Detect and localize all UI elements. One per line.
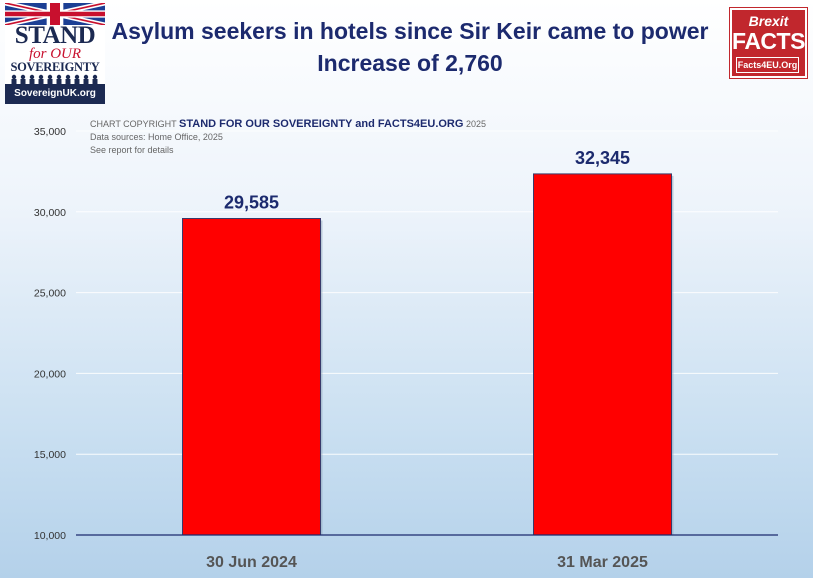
y-tick-label: 10,000 — [34, 530, 66, 542]
sovereignuk-logo: STAND for OUR SOVEREIGNTY SovereignUK.or… — [5, 3, 105, 104]
y-tick-label: 15,000 — [34, 449, 66, 461]
x-tick-label: 30 Jun 2024 — [206, 554, 297, 571]
report-note: See report for details — [90, 145, 174, 155]
logo-right-line1: Brexit — [748, 13, 789, 29]
data-sources: Data sources: Home Office, 2025 — [90, 132, 223, 142]
y-tick-label: 35,000 — [34, 126, 66, 138]
chart-title: Asylum seekers in hotels since Sir Keir … — [111, 18, 709, 44]
y-tick-label: 30,000 — [34, 207, 66, 219]
bar — [182, 218, 321, 536]
data-label: 29,585 — [224, 193, 279, 213]
x-tick-label: 31 Mar 2025 — [557, 554, 648, 571]
logo-left-url: SovereignUK.org — [5, 84, 105, 104]
data-label: 32,345 — [575, 148, 630, 168]
logo-right-line2: FACTS — [732, 28, 805, 54]
y-tick-label: 25,000 — [34, 288, 66, 300]
logo-left-line2: for OUR — [28, 46, 82, 62]
copyright-year: 2025 — [465, 119, 486, 129]
copyright-prefix: CHART COPYRIGHT — [90, 119, 177, 129]
logo-left-line1: STAND — [14, 22, 96, 49]
copyright-notice: CHART COPYRIGHT STAND FOR OUR SOVEREIGNT… — [90, 118, 486, 157]
logo-left-line3: SOVEREIGNTY — [10, 60, 100, 74]
logo-right-url: Facts4EU.Org — [736, 57, 799, 73]
y-tick-label: 20,000 — [34, 368, 66, 380]
union-jack-icon — [5, 3, 105, 25]
chart-subtitle: Increase of 2,760 — [317, 50, 503, 76]
brexit-facts-logo: Brexit FACTS Facts4EU.Org — [730, 8, 807, 78]
copyright-owners: STAND FOR OUR SOVEREIGNTY and FACTS4EU.O… — [179, 118, 464, 130]
bar — [533, 173, 672, 536]
crowd-silhouette-icon — [11, 74, 98, 84]
